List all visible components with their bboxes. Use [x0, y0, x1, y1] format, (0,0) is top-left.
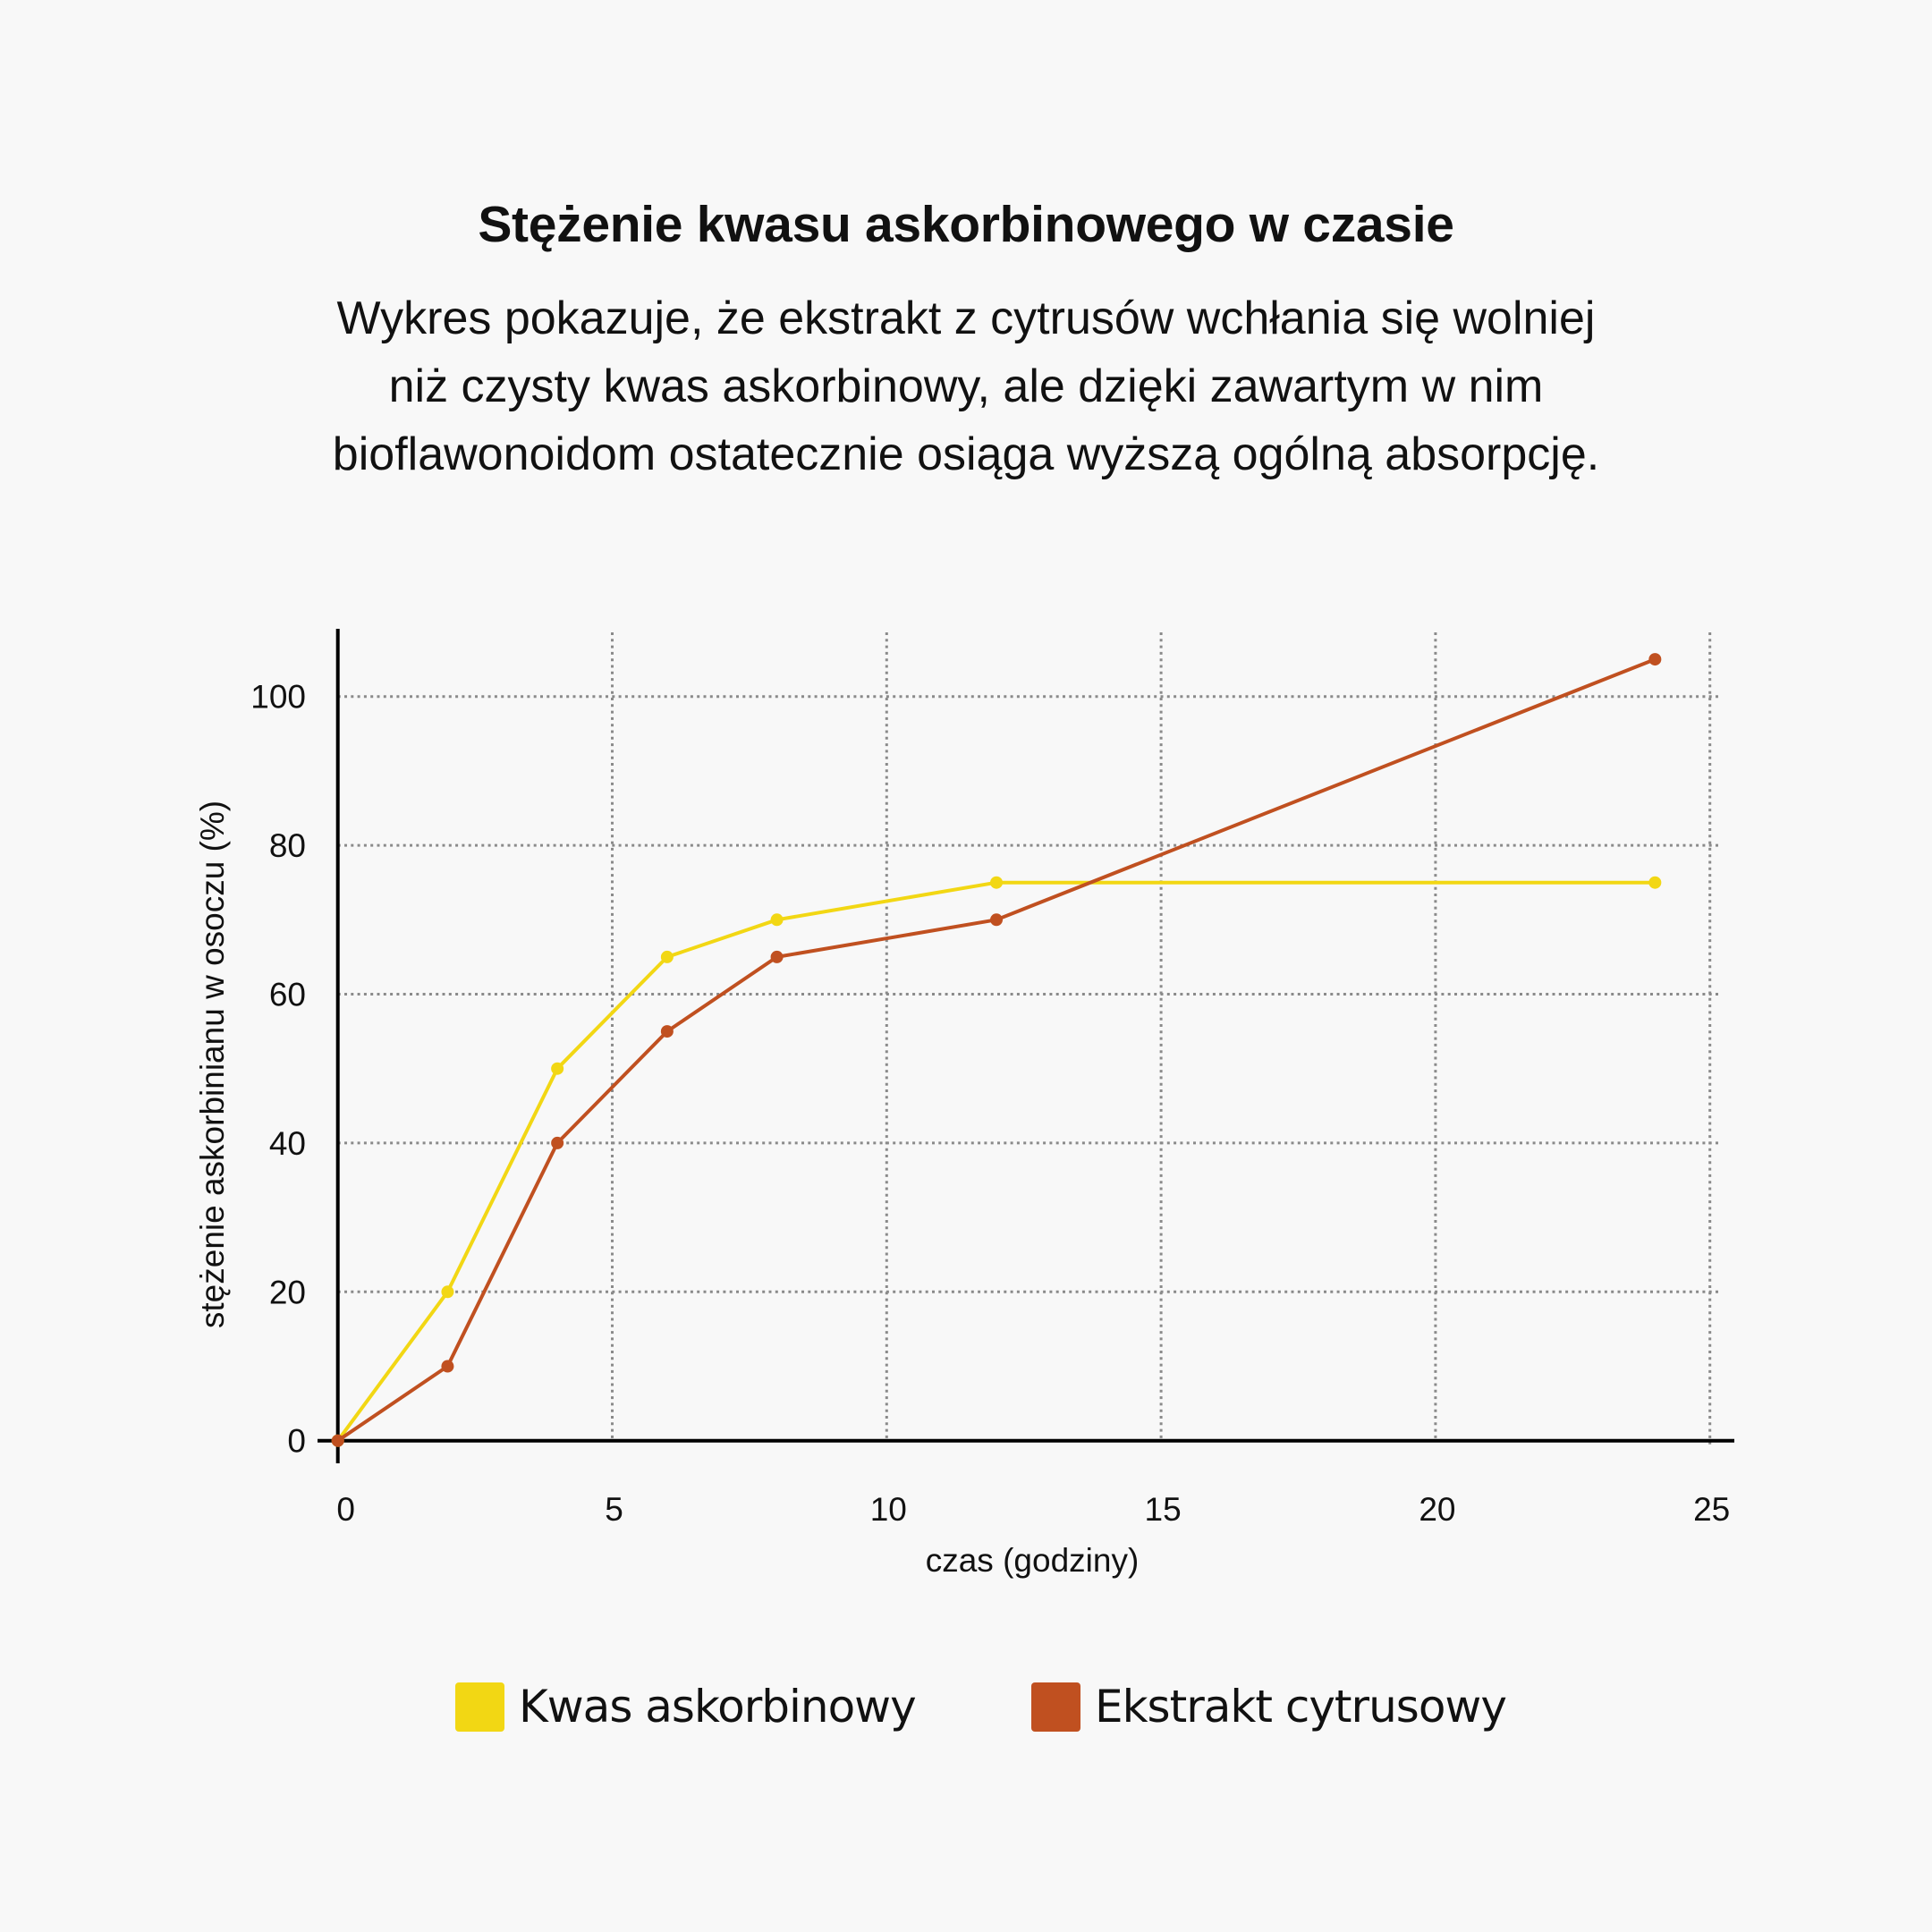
legend-label: Ekstrakt cytrusowy	[1095, 1681, 1507, 1733]
axes	[318, 629, 1734, 1463]
data-series	[331, 653, 1662, 1447]
data-point-marker[interactable]	[551, 1062, 564, 1075]
data-point-marker[interactable]	[441, 1285, 454, 1299]
data-point-marker[interactable]	[660, 950, 674, 963]
chart-title: Stężenie kwasu askorbinowego w czasie	[478, 196, 1454, 253]
y-tick-label: 60	[269, 977, 306, 1013]
legend-item-ekstrakt[interactable]: Ekstrakt cytrusowy	[1031, 1671, 1507, 1742]
subtitle-line: Wykres pokazuje, że ekstrakt z cytrusów …	[336, 292, 1596, 344]
tick-labels: 0 20 40 60 80 100 0 5 10 15 20 25	[250, 679, 1730, 1528]
series-line	[335, 880, 1657, 1443]
grid-lines	[337, 632, 1722, 1445]
data-point-marker[interactable]	[660, 1025, 674, 1038]
x-axis-title: czas (godziny)	[926, 1542, 1140, 1579]
y-tick-label: 20	[269, 1274, 306, 1310]
legend-swatch-ekstrakt	[1031, 1682, 1080, 1732]
legend-label: Kwas askorbinowy	[519, 1681, 917, 1733]
chart-subtitle: Wykres pokazuje, że ekstrakt z cytrusów …	[206, 284, 1726, 488]
data-point-marker[interactable]	[990, 876, 1004, 889]
x-tick-label: 10	[870, 1491, 907, 1528]
y-tick-label: 80	[269, 827, 306, 864]
data-point-marker[interactable]	[441, 1360, 454, 1373]
x-tick-label: 20	[1419, 1491, 1455, 1528]
data-point-marker[interactable]	[551, 1136, 564, 1149]
chart-legend: Kwas askorbinowy Ekstrakt cytrusowy	[0, 1671, 1932, 1742]
series-kwas	[331, 876, 1662, 1447]
data-point-marker[interactable]	[990, 913, 1004, 927]
legend-swatch-kwas	[455, 1682, 504, 1732]
data-point-marker[interactable]	[770, 913, 784, 927]
data-point-marker[interactable]	[1648, 876, 1662, 889]
x-tick-label: 15	[1145, 1491, 1182, 1528]
y-axis-title: stężenie askorbinianu w osoczu (%)	[194, 801, 231, 1328]
subtitle-line: niż czysty kwas askorbinowy, ale dzięki …	[388, 360, 1544, 412]
series-line	[335, 657, 1657, 1443]
subtitle-line: bioflawonoidom ostatecznie osiąga wyższą…	[332, 428, 1600, 480]
y-tick-label: 100	[250, 679, 306, 716]
series-ekstrakt	[331, 653, 1662, 1447]
x-tick-label: 25	[1693, 1491, 1730, 1528]
y-tick-label: 0	[287, 1423, 306, 1460]
legend-item-kwas[interactable]: Kwas askorbinowy	[455, 1671, 917, 1742]
data-point-marker[interactable]	[770, 950, 784, 963]
x-tick-label: 0	[336, 1491, 355, 1528]
x-tick-label: 5	[605, 1491, 623, 1528]
y-tick-label: 40	[269, 1125, 306, 1162]
data-point-marker[interactable]	[1648, 653, 1662, 666]
data-point-marker[interactable]	[331, 1434, 344, 1447]
